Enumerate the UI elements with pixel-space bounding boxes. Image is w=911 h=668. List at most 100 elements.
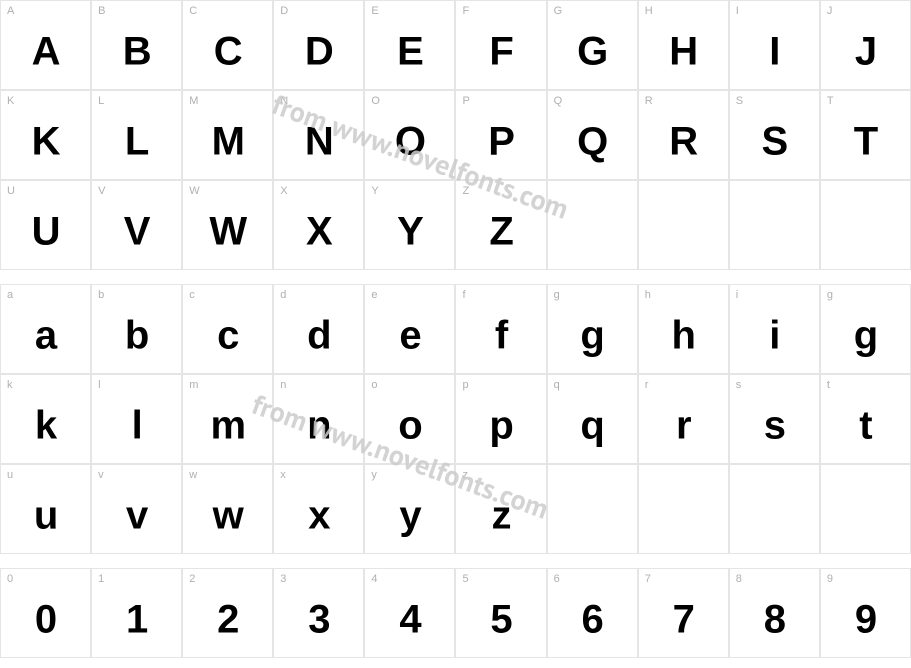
glyph-cell-label: p (462, 379, 468, 391)
glyph-cell-glyph: 4 (399, 598, 420, 643)
glyph-cell-glyph: T (854, 120, 877, 165)
glyph-cell: LL (91, 90, 182, 180)
glyph-cell-glyph: U (32, 210, 60, 255)
glyph-cell-glyph: c (217, 314, 238, 359)
glyph-cell-glyph: n (307, 404, 330, 449)
glyph-cell: QQ (547, 90, 638, 180)
glyph-cell-label: Z (462, 185, 469, 197)
glyph-cell-glyph: E (397, 30, 423, 75)
glyph-cell-label: T (827, 95, 834, 107)
glyph-cell: AA (0, 0, 91, 90)
glyph-cell-label: J (827, 5, 833, 17)
glyph-cell: aa (0, 284, 91, 374)
glyph-cell: EE (364, 0, 455, 90)
glyph-cell-glyph: I (769, 30, 779, 75)
glyph-cell-glyph: f (495, 314, 507, 359)
glyph-cell-glyph: 0 (35, 598, 56, 643)
glyph-cell-glyph: a (35, 314, 56, 359)
glyph-cell-glyph: s (764, 404, 785, 449)
glyph-cell-glyph: B (123, 30, 151, 75)
glyph-cell-label: U (7, 185, 15, 197)
glyph-cell-glyph: r (676, 404, 691, 449)
glyph-cell (547, 464, 638, 554)
glyph-cell: MM (182, 90, 273, 180)
glyph-cell-glyph: o (398, 404, 421, 449)
glyph-cell-glyph: P (488, 120, 514, 165)
glyph-cell-glyph: C (214, 30, 242, 75)
glyph-cell-label: 7 (645, 573, 651, 585)
glyph-cell-glyph: K (32, 120, 60, 165)
glyph-cell: tt (820, 374, 911, 464)
glyph-cell-label: q (554, 379, 560, 391)
glyph-cell (638, 464, 729, 554)
glyph-cell: bb (91, 284, 182, 374)
glyph-cell-glyph: m (210, 404, 245, 449)
glyph-cell: OO (364, 90, 455, 180)
glyph-cell-label: 8 (736, 573, 742, 585)
glyph-cell-glyph: L (125, 120, 148, 165)
glyph-cell-label: y (371, 469, 377, 481)
glyph-cell (729, 180, 820, 270)
glyph-cell-label: 6 (554, 573, 560, 585)
glyph-cell: qq (547, 374, 638, 464)
glyph-cell-glyph: 2 (217, 598, 238, 643)
glyph-cell: VV (91, 180, 182, 270)
glyph-cell-glyph: D (305, 30, 333, 75)
glyph-cell: 00 (0, 568, 91, 658)
glyph-cell-label: g (827, 289, 833, 301)
glyph-cell-label: M (189, 95, 198, 107)
glyph-cell: BB (91, 0, 182, 90)
glyph-cell-glyph: V (124, 210, 150, 255)
glyph-cell-label: a (7, 289, 13, 301)
glyph-cell: ii (729, 284, 820, 374)
glyph-cell: CC (182, 0, 273, 90)
glyph-cell-glyph: N (305, 120, 333, 165)
glyph-cell-label: K (7, 95, 14, 107)
glyph-cell: xx (273, 464, 364, 554)
glyph-cell: vv (91, 464, 182, 554)
glyph-cell: ZZ (455, 180, 546, 270)
glyph-cell-label: 5 (462, 573, 468, 585)
glyph-cell: XX (273, 180, 364, 270)
glyph-cell: WW (182, 180, 273, 270)
glyph-cell: HH (638, 0, 729, 90)
glyph-cell-glyph: J (855, 30, 876, 75)
glyph-cell-glyph: t (859, 404, 871, 449)
glyph-cell: pp (455, 374, 546, 464)
glyph-cell-label: 0 (7, 573, 13, 585)
glyph-grid-uppercase: AABBCCDDEEFFGGHHIIJJKKLLMMNNOOPPQQRRSSTT… (0, 0, 911, 270)
glyph-cell-label: x (280, 469, 286, 481)
glyph-cell-glyph: 8 (764, 598, 785, 643)
glyph-cell-glyph: u (34, 494, 57, 539)
glyph-cell: 22 (182, 568, 273, 658)
glyph-cell-label: w (189, 469, 197, 481)
glyph-cell-glyph: w (213, 494, 243, 539)
glyph-cell: ww (182, 464, 273, 554)
glyph-cell: ee (364, 284, 455, 374)
glyph-cell-label: W (189, 185, 199, 197)
glyph-cell-label: t (827, 379, 830, 391)
glyph-cell-label: n (280, 379, 286, 391)
glyph-cell-label: N (280, 95, 288, 107)
glyph-cell: 88 (729, 568, 820, 658)
glyph-cell: SS (729, 90, 820, 180)
glyph-cell: NN (273, 90, 364, 180)
glyph-cell-glyph: h (672, 314, 695, 359)
glyph-cell-label: C (189, 5, 197, 17)
glyph-cell-glyph: i (769, 314, 779, 359)
glyph-cell-label: 4 (371, 573, 377, 585)
glyph-cell-label: D (280, 5, 288, 17)
glyph-cell (547, 180, 638, 270)
font-specimen-container: AABBCCDDEEFFGGHHIIJJKKLLMMNNOOPPQQRRSSTT… (0, 0, 911, 658)
glyph-cell: GG (547, 0, 638, 90)
glyph-cell-label: h (645, 289, 651, 301)
glyph-cell: FF (455, 0, 546, 90)
glyph-cell-glyph: z (492, 494, 511, 539)
glyph-cell: nn (273, 374, 364, 464)
glyph-cell-label: I (736, 5, 739, 17)
glyph-grid-digits: 00112233445566778899 (0, 568, 911, 658)
glyph-cell-glyph: 7 (673, 598, 694, 643)
glyph-cell-label: v (98, 469, 104, 481)
glyph-cell: KK (0, 90, 91, 180)
glyph-cell-glyph: X (306, 210, 332, 255)
